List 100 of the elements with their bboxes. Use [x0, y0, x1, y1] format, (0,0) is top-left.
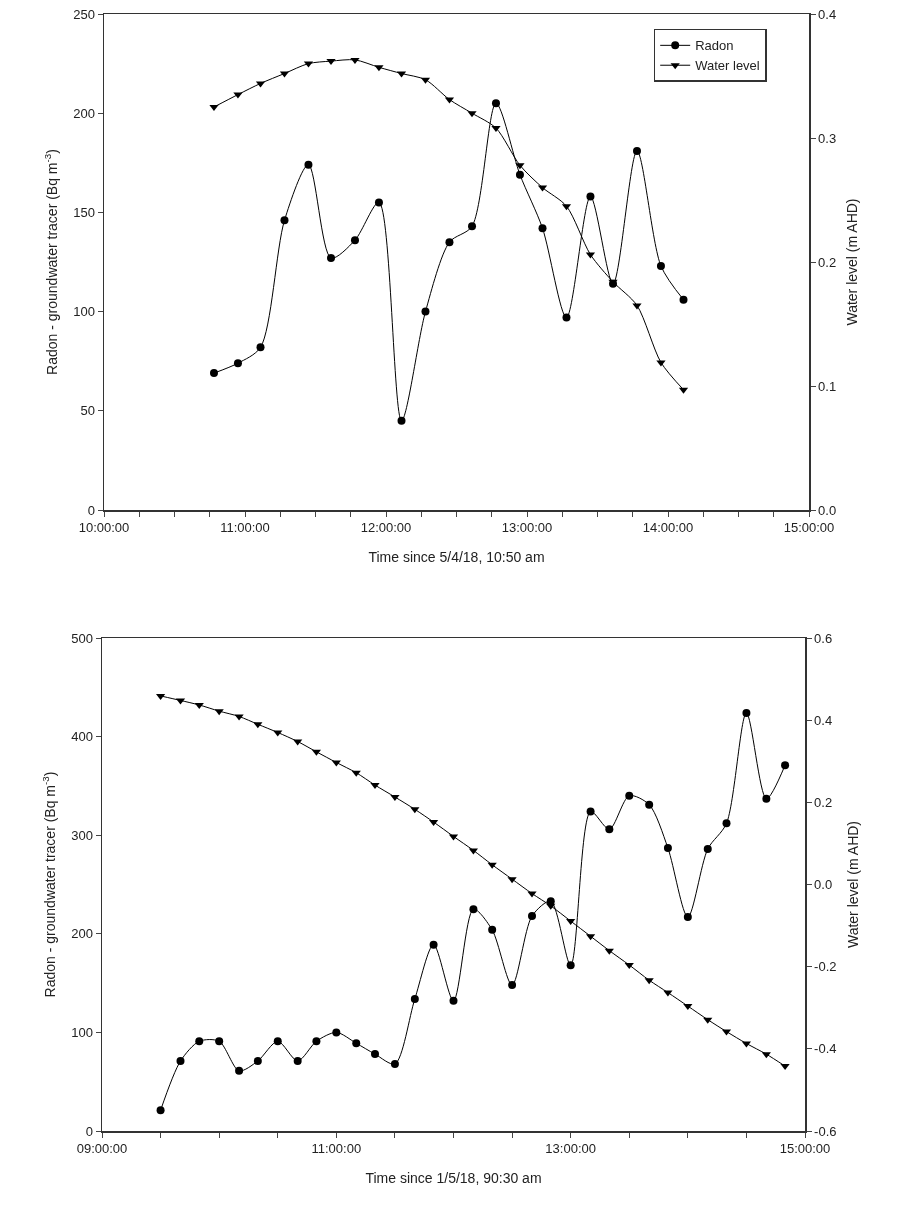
- point: [468, 222, 477, 231]
- point: [566, 961, 575, 970]
- point: [644, 978, 654, 985]
- point: [491, 99, 500, 108]
- point: [491, 126, 501, 133]
- point: [645, 800, 654, 809]
- point: [538, 224, 547, 233]
- point: [679, 295, 688, 304]
- point: [327, 254, 336, 263]
- point: [625, 791, 634, 800]
- point: [515, 170, 524, 179]
- point: [374, 198, 383, 207]
- y-tick-label: 50: [80, 403, 95, 419]
- point: [280, 216, 289, 225]
- y2-tick-label: 0.6: [814, 630, 833, 646]
- point: [326, 59, 336, 66]
- y2-tick-label: 0.3: [818, 130, 837, 146]
- y2-tick-label: -0.4: [814, 1041, 837, 1057]
- point: [546, 903, 556, 910]
- point: [397, 416, 406, 425]
- point: [176, 1056, 185, 1065]
- y2-tick-label: -0.2: [814, 959, 837, 975]
- point: [562, 313, 571, 322]
- y-tick-label: 0: [87, 502, 95, 518]
- y2-tick-label: 0.1: [818, 378, 837, 394]
- y2-tick-label: 0.0: [814, 877, 833, 893]
- point: [421, 307, 430, 316]
- point: [762, 794, 771, 803]
- x-tick-label: 12:00:00: [360, 520, 412, 536]
- point: [214, 709, 224, 716]
- y-tick-label: 250: [73, 6, 95, 22]
- point: [508, 981, 517, 990]
- point: [312, 1037, 321, 1046]
- point: [742, 708, 751, 717]
- point: [256, 343, 265, 352]
- point: [656, 261, 665, 270]
- point: [761, 1052, 771, 1059]
- point: [703, 845, 712, 853]
- y2-axis-title: Water level (m AHD): [844, 198, 861, 326]
- point: [273, 1037, 282, 1046]
- y-tick-label: 100: [71, 1024, 93, 1040]
- point: [371, 1050, 379, 1059]
- point: [374, 65, 384, 72]
- y-tick-label: 0: [85, 1123, 93, 1139]
- y-tick-label: 200: [71, 926, 93, 942]
- point: [350, 236, 359, 245]
- point: [467, 111, 477, 118]
- y2-axis-title: Water level (m AHD): [844, 820, 861, 949]
- y2-tick-label: -0.6: [814, 1123, 837, 1139]
- point: [722, 819, 731, 828]
- point: [780, 1064, 790, 1071]
- point: [195, 1037, 204, 1046]
- point: [410, 994, 419, 1003]
- point: [605, 825, 614, 834]
- point: [194, 702, 204, 709]
- point: [350, 57, 360, 64]
- point: [235, 1066, 244, 1075]
- y2-tick-label: 0.4: [814, 712, 833, 728]
- point: [253, 1056, 262, 1065]
- point: [656, 360, 666, 367]
- y2-tick-label: 0.2: [814, 794, 833, 810]
- y-tick-label: 200: [73, 105, 95, 121]
- point: [449, 996, 458, 1005]
- point: [781, 761, 790, 770]
- x-tick-label: 14:00:00: [642, 520, 694, 536]
- point: [253, 722, 263, 729]
- point: [663, 844, 672, 853]
- y2-tick-label: 0.2: [818, 254, 837, 270]
- y2-tick-label: 0.4: [818, 6, 837, 22]
- point: [586, 192, 595, 201]
- x-axis-title: Time since 1/5/18, 90:30 am: [365, 1170, 542, 1187]
- point: [515, 163, 525, 170]
- point: [351, 770, 361, 777]
- point: [304, 160, 313, 169]
- point: [209, 369, 218, 378]
- point: [632, 303, 642, 310]
- point: [528, 912, 536, 921]
- point: [273, 730, 283, 737]
- point: [156, 1106, 165, 1115]
- point: [215, 1037, 224, 1046]
- point: [683, 913, 692, 922]
- point: [507, 877, 517, 884]
- y-tick-label: 100: [73, 304, 95, 320]
- point: [429, 940, 438, 949]
- point: [332, 1028, 341, 1037]
- point: [586, 807, 595, 816]
- x-tick-label: 13:00:00: [545, 1141, 596, 1157]
- point: [624, 963, 634, 970]
- legend-label: Water level: [695, 58, 760, 74]
- point: [234, 714, 244, 721]
- point: [469, 905, 478, 914]
- point: [566, 919, 576, 926]
- x-tick-label: 11:00:00: [220, 520, 270, 536]
- point: [390, 794, 400, 801]
- point: [352, 1039, 361, 1048]
- y-tick-label: 500: [71, 630, 93, 646]
- point: [331, 760, 341, 767]
- x-tick-label: 13:00:00: [501, 520, 553, 536]
- x-tick-label: 15:00:00: [783, 520, 835, 536]
- y-tick-label: 400: [71, 729, 93, 745]
